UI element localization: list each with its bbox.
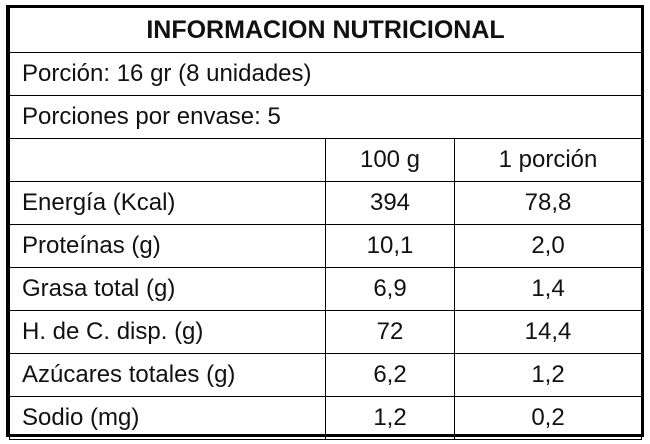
table-row: Proteínas (g) 10,1 2,0: [9, 224, 643, 268]
column-header-empty: [9, 138, 326, 182]
table-row: Energía (Kcal) 394 78,8: [9, 181, 643, 225]
value-per-serving: 0,2: [453, 396, 643, 440]
value-per-100g: 6,9: [325, 267, 455, 311]
nutrient-label: Proteínas (g): [9, 224, 326, 268]
table-title: INFORMACION NUTRICIONAL: [8, 8, 643, 53]
servings-per-container-row: Porciones por envase: 5: [8, 95, 643, 139]
value-per-serving: 1,2: [453, 353, 643, 397]
table-row: Azúcares totales (g) 6,2 1,2: [9, 353, 643, 397]
nutrition-table: INFORMACION NUTRICIONAL Porción: 16 gr (…: [8, 8, 643, 440]
nutrient-label: Sodio (mg): [9, 396, 326, 440]
value-per-100g: 72: [325, 310, 455, 354]
nutrient-label: Grasa total (g): [9, 267, 326, 311]
value-per-serving: 1,4: [453, 267, 643, 311]
table-row: Grasa total (g) 6,9 1,4: [9, 267, 643, 311]
value-per-100g: 1,2: [325, 396, 455, 440]
nutrition-facts-panel: INFORMACION NUTRICIONAL Porción: 16 gr (…: [6, 5, 644, 440]
column-header-per-100g: 100 g: [325, 138, 455, 182]
servings-per-container: Porciones por envase: 5: [8, 95, 643, 139]
nutrient-label: Energía (Kcal): [9, 181, 326, 225]
table-row: H. de C. disp. (g) 72 14,4: [9, 310, 643, 354]
column-header-per-serving: 1 porción: [453, 138, 643, 182]
serving-size: Porción: 16 gr (8 unidades): [8, 52, 643, 96]
value-per-100g: 10,1: [325, 224, 455, 268]
value-per-serving: 14,4: [453, 310, 643, 354]
column-header-row: 100 g 1 porción: [9, 138, 643, 182]
value-per-serving: 2,0: [453, 224, 643, 268]
value-per-100g: 394: [325, 181, 455, 225]
nutrient-label: H. de C. disp. (g): [9, 310, 326, 354]
nutrient-label: Azúcares totales (g): [9, 353, 326, 397]
table-row: Sodio (mg) 1,2 0,2: [9, 396, 643, 440]
value-per-100g: 6,2: [325, 353, 455, 397]
value-per-serving: 78,8: [453, 181, 643, 225]
title-row: INFORMACION NUTRICIONAL: [8, 8, 643, 53]
serving-row: Porción: 16 gr (8 unidades): [8, 52, 643, 96]
